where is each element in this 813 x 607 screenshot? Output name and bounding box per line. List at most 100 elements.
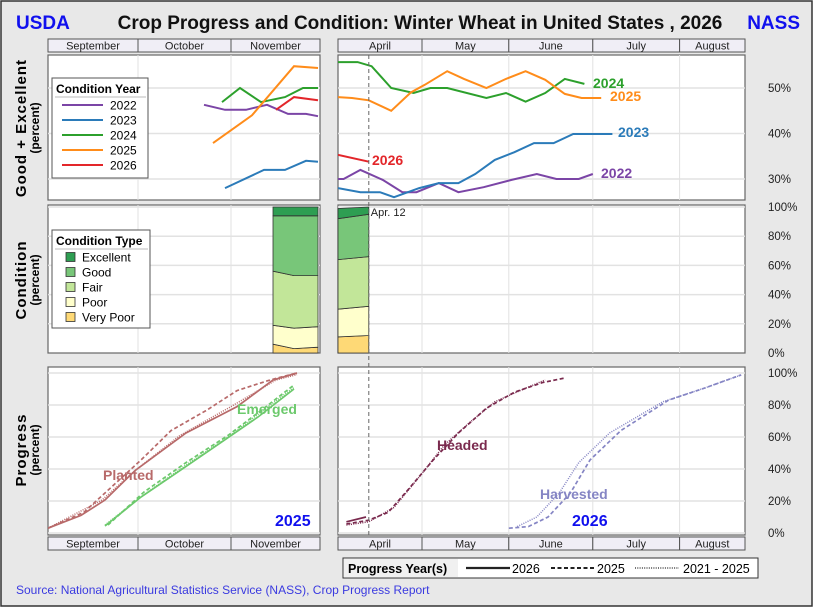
y-tick-label: 50% bbox=[768, 83, 791, 95]
legend-label-Very Poor: Very Poor bbox=[82, 311, 135, 325]
y-tick-label: 60% bbox=[768, 432, 791, 444]
progress-line-planted-dashed bbox=[48, 372, 298, 529]
month-strip-top bbox=[230, 38, 321, 53]
progress-year-label-right: 2026 bbox=[572, 513, 608, 530]
y-tick-label: 40% bbox=[768, 129, 791, 141]
bottom-ylabel: Progress (percent) bbox=[13, 413, 42, 486]
y-tick-label: 100% bbox=[768, 368, 797, 380]
condition-area-poor-right bbox=[337, 305, 370, 338]
legend-swatch-Good bbox=[65, 267, 76, 277]
top-ylabel: Good + Excellent (percent) bbox=[13, 59, 42, 197]
legend-label-Excellent: Excellent bbox=[82, 251, 131, 265]
progress-year-label-left: 2025 bbox=[275, 513, 311, 530]
month-label-bottom: November bbox=[250, 539, 301, 551]
nass-logo: NASS bbox=[747, 13, 800, 34]
y-tick-label: 20% bbox=[768, 496, 791, 508]
condition-line-2022-left bbox=[203, 103, 319, 118]
mid-ylabel-title: Condition bbox=[13, 241, 30, 320]
y-tick-label: 100% bbox=[768, 202, 797, 214]
y-tick-label: 0% bbox=[768, 528, 785, 540]
month-label-bottom: October bbox=[165, 539, 204, 551]
y-tick-label: 20% bbox=[768, 319, 791, 331]
series-end-label-2024: 2024 bbox=[593, 75, 624, 91]
legend-label-2024: 2024 bbox=[110, 129, 137, 143]
y-tick-label: 30% bbox=[768, 174, 791, 186]
progress-label-headed: Headed bbox=[437, 437, 488, 453]
progress-line-harvested-dashed bbox=[508, 374, 742, 530]
month-label-bottom: May bbox=[455, 539, 476, 551]
condition-area-good-left bbox=[272, 215, 319, 277]
condition-line-2025-left bbox=[212, 65, 319, 144]
legend-label-dashed: 2025 bbox=[597, 562, 625, 576]
condition-line-2024-left bbox=[221, 86, 318, 104]
legend-swatch-Poor bbox=[65, 297, 76, 307]
condition-area-fair-right bbox=[337, 256, 370, 310]
legend-box bbox=[51, 229, 151, 329]
usda-logo: USDA bbox=[16, 13, 70, 34]
condition-line-2023-right bbox=[338, 133, 613, 199]
month-label-bottom: April bbox=[369, 539, 391, 551]
month-label-top: November bbox=[250, 41, 301, 53]
legend-label-Poor: Poor bbox=[82, 296, 107, 310]
y-tick-label: 0% bbox=[768, 348, 785, 360]
series-end-label-2022: 2022 bbox=[601, 165, 632, 181]
mid-ylabel-sub: (percent) bbox=[28, 254, 42, 305]
legend-label-2023: 2023 bbox=[110, 114, 137, 128]
condition-line-2025-right bbox=[338, 70, 602, 112]
y-tick-label: 80% bbox=[768, 400, 791, 412]
date-marker-label: Apr. 12 bbox=[371, 207, 406, 219]
month-label-bottom: June bbox=[539, 539, 563, 551]
chart-title: Crop Progress and Condition: Winter Whea… bbox=[118, 13, 723, 34]
series-end-label-2023: 2023 bbox=[618, 124, 649, 140]
condition-area-excellent-right bbox=[337, 206, 370, 220]
condition-area-very-poor-right bbox=[337, 335, 370, 354]
month-label-bottom: July bbox=[626, 539, 646, 551]
legend-title-bg bbox=[344, 559, 458, 577]
series-end-label-2026: 2026 bbox=[372, 152, 403, 168]
legend-swatch-Very Poor bbox=[65, 312, 76, 322]
mid-ylabel: Condition (percent) bbox=[13, 241, 42, 320]
source-note: Source: National Agricultural Statistics… bbox=[16, 583, 430, 597]
month-label-top: April bbox=[369, 41, 391, 53]
progress-line-headed-solid bbox=[346, 516, 367, 523]
progress-line-emerged-dotted bbox=[104, 386, 295, 526]
progress-line-emerged-dashed bbox=[107, 384, 295, 526]
progress-line-planted-solid bbox=[48, 372, 298, 529]
progress-years-legend: Progress Year(s) 2026 2025 2021 - 2025 bbox=[342, 557, 759, 579]
y-tick-label: 60% bbox=[768, 260, 791, 272]
legend-label-dotted: 2021 - 2025 bbox=[683, 562, 750, 576]
condition-line-2022-right bbox=[338, 168, 594, 194]
progress-label-planted: Planted bbox=[103, 467, 154, 483]
month-label-top: August bbox=[695, 41, 729, 53]
month-label-bottom: September bbox=[66, 539, 120, 551]
plot-area: September October November September October… bbox=[47, 38, 797, 579]
legend-swatch-Excellent bbox=[65, 252, 76, 262]
condition-line-2026-right bbox=[338, 153, 370, 163]
legend-label-solid: 2026 bbox=[512, 562, 540, 576]
series-end-label-2025: 2025 bbox=[610, 88, 641, 104]
condition-line-2026-left bbox=[275, 96, 319, 111]
progress-label-emerged: Emerged bbox=[237, 401, 297, 417]
legend-swatch-Fair bbox=[65, 282, 76, 292]
month-strip-bottom bbox=[230, 536, 321, 551]
y-tick-label: 40% bbox=[768, 290, 791, 302]
legend-title: Progress Year(s) bbox=[348, 562, 447, 576]
bottom-ylabel-title: Progress bbox=[13, 413, 30, 486]
month-label-top: July bbox=[626, 41, 646, 53]
month-label-top: June bbox=[539, 41, 563, 53]
month-label-top: May bbox=[455, 41, 476, 53]
legend-title: Condition Type bbox=[56, 234, 143, 248]
legend-label-2025: 2025 bbox=[110, 144, 137, 158]
legend-box bbox=[51, 77, 149, 179]
condition-area-fair-left bbox=[272, 270, 319, 329]
month-label-bottom: August bbox=[695, 539, 729, 551]
top-ylabel-title: Good + Excellent bbox=[13, 59, 30, 197]
month-label-top: September bbox=[66, 41, 120, 53]
y-tick-label: 40% bbox=[768, 464, 791, 476]
progress-line-headed-dotted bbox=[346, 379, 546, 526]
progress-line-emerged-solid bbox=[104, 388, 295, 527]
condition-area-good-right bbox=[337, 213, 370, 261]
legend-label-2022: 2022 bbox=[110, 99, 137, 113]
